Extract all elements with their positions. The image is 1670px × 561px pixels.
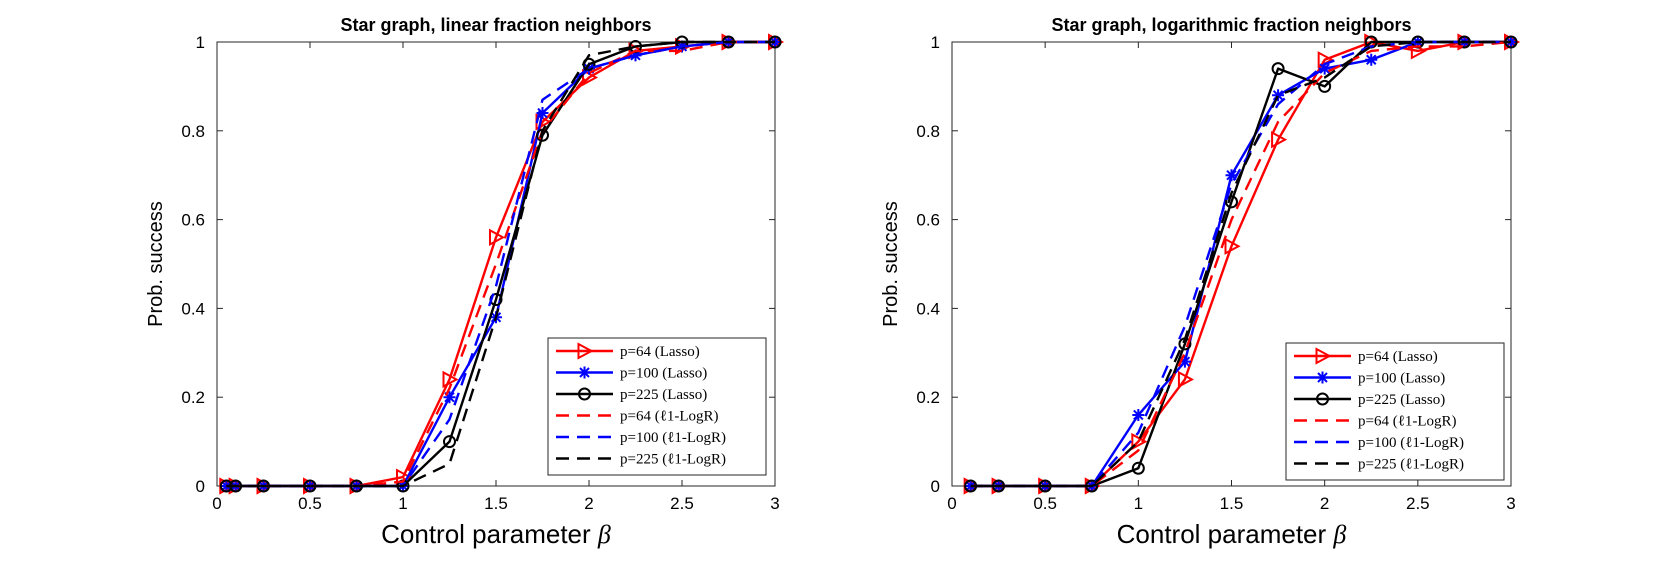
data-point-series-2 bbox=[1225, 169, 1238, 182]
x-tick-label: 1 bbox=[398, 494, 407, 513]
legend-label-5: p=100 (ℓ1-LogR) bbox=[620, 430, 726, 446]
x-axis-label-text: Control parameter bbox=[381, 519, 591, 549]
y-ticks: 0 0.2 0.4 0.6 0.8 1 bbox=[181, 33, 775, 496]
y-tick-label: 0.6 bbox=[916, 211, 940, 230]
legend-marker-1 bbox=[577, 342, 594, 360]
data-point-series-2 bbox=[443, 391, 456, 404]
x-tick-label: 3 bbox=[770, 494, 779, 513]
y-tick-label: 0 bbox=[931, 477, 940, 496]
legend-label-1: p=64 (Lasso) bbox=[1358, 349, 1438, 365]
legend-label-6: p=225 (ℓ1-LogR) bbox=[620, 452, 726, 468]
legend-box bbox=[1285, 342, 1505, 481]
x-tick-label: 1 bbox=[1134, 494, 1143, 513]
x-axis-label: Control parameter β bbox=[1117, 519, 1347, 549]
x-axis-label-symbol: β bbox=[597, 520, 611, 549]
data-point-series-1 bbox=[442, 370, 459, 389]
chart-title: Star graph, linear fraction neighbors bbox=[340, 15, 651, 35]
y-tick-label: 0.8 bbox=[916, 122, 940, 141]
data-point-series-2 bbox=[1318, 62, 1331, 75]
y-tick-label: 0.2 bbox=[181, 388, 205, 407]
y-tick-label: 0.4 bbox=[916, 299, 940, 318]
x-axis-label-symbol: β bbox=[1332, 520, 1346, 549]
data-point-series-2 bbox=[1365, 53, 1378, 66]
legend-box bbox=[547, 337, 767, 476]
data-point-series-1 bbox=[1131, 432, 1148, 451]
legend: p=64 (Lasso) p=100 (Lasso) p=225 (Lasso) p=… bbox=[547, 337, 767, 476]
series-line-6 bbox=[970, 40, 1511, 488]
y-tick-label: 0.8 bbox=[181, 122, 205, 141]
x-axis-label: Control parameter β bbox=[381, 519, 611, 549]
y-tick-label: 0 bbox=[196, 477, 205, 496]
y-axis-label: Prob. success bbox=[880, 201, 902, 327]
data-point-series-2 bbox=[583, 62, 595, 75]
legend-marker-2 bbox=[1316, 371, 1329, 384]
legend-marker-3 bbox=[1316, 392, 1329, 406]
x-axis-label-text: Control parameter bbox=[1117, 519, 1327, 549]
x-axis-label-space bbox=[591, 519, 598, 549]
x-tick-label: 2.5 bbox=[1406, 494, 1430, 513]
series-group bbox=[963, 33, 1521, 495]
data-point-series-1 bbox=[1271, 131, 1288, 149]
x-tick-label: 2 bbox=[584, 494, 593, 513]
legend-marker-2 bbox=[578, 366, 591, 379]
legend-label-4: p=64 (ℓ1-LogR) bbox=[1358, 414, 1457, 430]
data-point-series-3 bbox=[1271, 62, 1285, 76]
x-tick-label: 2 bbox=[1320, 494, 1329, 513]
x-axis-label-space bbox=[1326, 519, 1333, 549]
data-point-series-2 bbox=[1272, 89, 1285, 102]
data-point-series-2 bbox=[1132, 408, 1145, 421]
data-point-series-1 bbox=[1224, 237, 1241, 255]
data-point-series-3 bbox=[1131, 461, 1145, 475]
series-group bbox=[219, 33, 785, 495]
y-ticks: 0 0.2 0.4 0.6 0.8 1 bbox=[916, 33, 1511, 496]
data-point-series-2 bbox=[1178, 355, 1191, 368]
data-point-series-3 bbox=[1318, 79, 1332, 93]
legend-label-3: p=225 (Lasso) bbox=[620, 387, 707, 403]
y-tick-label: 1 bbox=[196, 33, 205, 52]
x-ticks: 0 0.5 1 1.5 2 2.5 3 bbox=[212, 42, 780, 513]
y-axis-label: Prob. success bbox=[145, 201, 167, 327]
legend-label-6: p=225 (ℓ1-LogR) bbox=[1358, 457, 1464, 473]
legend-marker-3 bbox=[578, 387, 591, 401]
y-tick-label: 1 bbox=[931, 33, 940, 52]
legend-label-1: p=64 (Lasso) bbox=[620, 344, 700, 360]
data-point-series-2 bbox=[536, 107, 549, 120]
x-tick-label: 0.5 bbox=[1033, 494, 1057, 513]
chart-title: Star graph, logarithmic fraction neighbo… bbox=[1051, 15, 1411, 35]
legend-label-5: p=100 (ℓ1-LogR) bbox=[1358, 435, 1464, 451]
chart-panel-2: 0 0.5 1 1.5 2 2.5 3 0 0.2 0.4 0.6 0.8 1 Star graph, l… bbox=[880, 15, 1521, 549]
y-tick-label: 0.2 bbox=[916, 388, 940, 407]
y-tick-label: 0.4 bbox=[181, 299, 205, 318]
legend-label-2: p=100 (Lasso) bbox=[1358, 371, 1445, 387]
chart-panel-1: 0 0.5 1 1.5 2 2.5 3 0 0.2 0.4 0.6 0.8 1 Star graph, l… bbox=[145, 15, 785, 549]
data-point-series-3 bbox=[443, 435, 456, 449]
x-tick-label: 3 bbox=[1506, 494, 1515, 513]
legend-label-2: p=100 (Lasso) bbox=[620, 366, 707, 382]
x-tick-label: 1.5 bbox=[484, 494, 508, 513]
data-point-series-1 bbox=[489, 228, 506, 247]
series-line-6 bbox=[226, 40, 775, 488]
legend-marker-1 bbox=[1315, 347, 1332, 365]
data-point-series-1 bbox=[1177, 370, 1195, 389]
x-ticks: 0 0.5 1 1.5 2 2.5 3 bbox=[947, 42, 1516, 513]
y-tick-label: 0.6 bbox=[181, 211, 205, 230]
legend-label-4: p=64 (ℓ1-LogR) bbox=[620, 409, 719, 425]
x-tick-label: 2.5 bbox=[670, 494, 694, 513]
x-tick-label: 0.5 bbox=[298, 494, 322, 513]
legend-label-3: p=225 (Lasso) bbox=[1358, 392, 1445, 408]
x-tick-label: 1.5 bbox=[1220, 494, 1244, 513]
x-tick-label: 0 bbox=[212, 494, 221, 513]
legend: p=64 (Lasso) p=100 (Lasso) p=225 (Lasso) p=… bbox=[1285, 342, 1505, 481]
x-tick-label: 0 bbox=[947, 494, 956, 513]
